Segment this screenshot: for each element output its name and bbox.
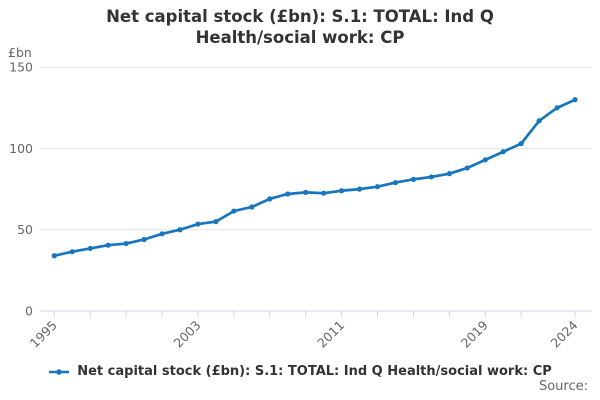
- data-point-marker[interactable]: [141, 236, 147, 243]
- x-tick-label: 2003: [170, 318, 203, 351]
- data-point-marker[interactable]: [500, 149, 506, 155]
- legend-item[interactable]: Net capital stock (£bn): S.1: TOTAL: Ind…: [0, 364, 600, 379]
- data-point-marker[interactable]: [554, 105, 560, 111]
- y-tick-label: 150: [9, 60, 33, 75]
- data-line[interactable]: [52, 98, 577, 258]
- data-point-marker[interactable]: [392, 180, 399, 186]
- y-tick-label: 50: [17, 222, 33, 237]
- data-point-marker[interactable]: [428, 174, 434, 180]
- data-point-marker[interactable]: [87, 245, 93, 252]
- data-point-marker[interactable]: [303, 189, 309, 195]
- x-tick-label: 2019: [458, 317, 491, 350]
- data-point-marker[interactable]: [123, 240, 129, 247]
- data-point-marker[interactable]: [159, 231, 165, 237]
- source-label: Source:: [538, 379, 588, 394]
- data-point-marker[interactable]: [177, 227, 183, 233]
- data-point-marker[interactable]: [572, 97, 578, 103]
- data-point-marker[interactable]: [374, 184, 381, 190]
- y-axis-unit-label: £bn: [8, 45, 32, 60]
- data-point-marker[interactable]: [518, 140, 524, 147]
- chart-title: Net capital stock (£bn): S.1: TOTAL: Ind…: [106, 7, 494, 47]
- y-tick-label: 0: [25, 304, 33, 319]
- data-point-marker[interactable]: [356, 186, 363, 192]
- data-point-marker[interactable]: [285, 191, 291, 197]
- data-point-marker[interactable]: [339, 188, 345, 194]
- data-point-marker[interactable]: [446, 171, 452, 177]
- data-point-marker[interactable]: [410, 176, 417, 182]
- data-point-marker[interactable]: [321, 190, 327, 196]
- data-point-marker[interactable]: [249, 204, 255, 210]
- data-point-marker[interactable]: [536, 118, 542, 124]
- data-point-marker[interactable]: [231, 208, 237, 214]
- x-tick-label: 1995: [27, 318, 60, 351]
- legend-line-marker-icon: [49, 368, 70, 375]
- y-tick-label: 100: [9, 141, 33, 156]
- chart-plot-area: 0 50 100 150 1995 2003 2011 2019 2024: [9, 60, 592, 351]
- data-point-marker[interactable]: [267, 196, 273, 202]
- x-tick-label: 2011: [314, 318, 347, 351]
- data-point-marker[interactable]: [69, 249, 75, 255]
- data-point-marker[interactable]: [482, 157, 488, 163]
- data-point-marker[interactable]: [51, 253, 57, 259]
- x-tick-label: 2024: [548, 317, 581, 350]
- legend-label: Net capital stock (£bn): S.1: TOTAL: Ind…: [77, 364, 552, 379]
- data-point-marker[interactable]: [464, 165, 470, 171]
- data-point-marker[interactable]: [105, 242, 111, 248]
- data-point-marker[interactable]: [195, 221, 201, 227]
- data-point-marker[interactable]: [213, 219, 219, 225]
